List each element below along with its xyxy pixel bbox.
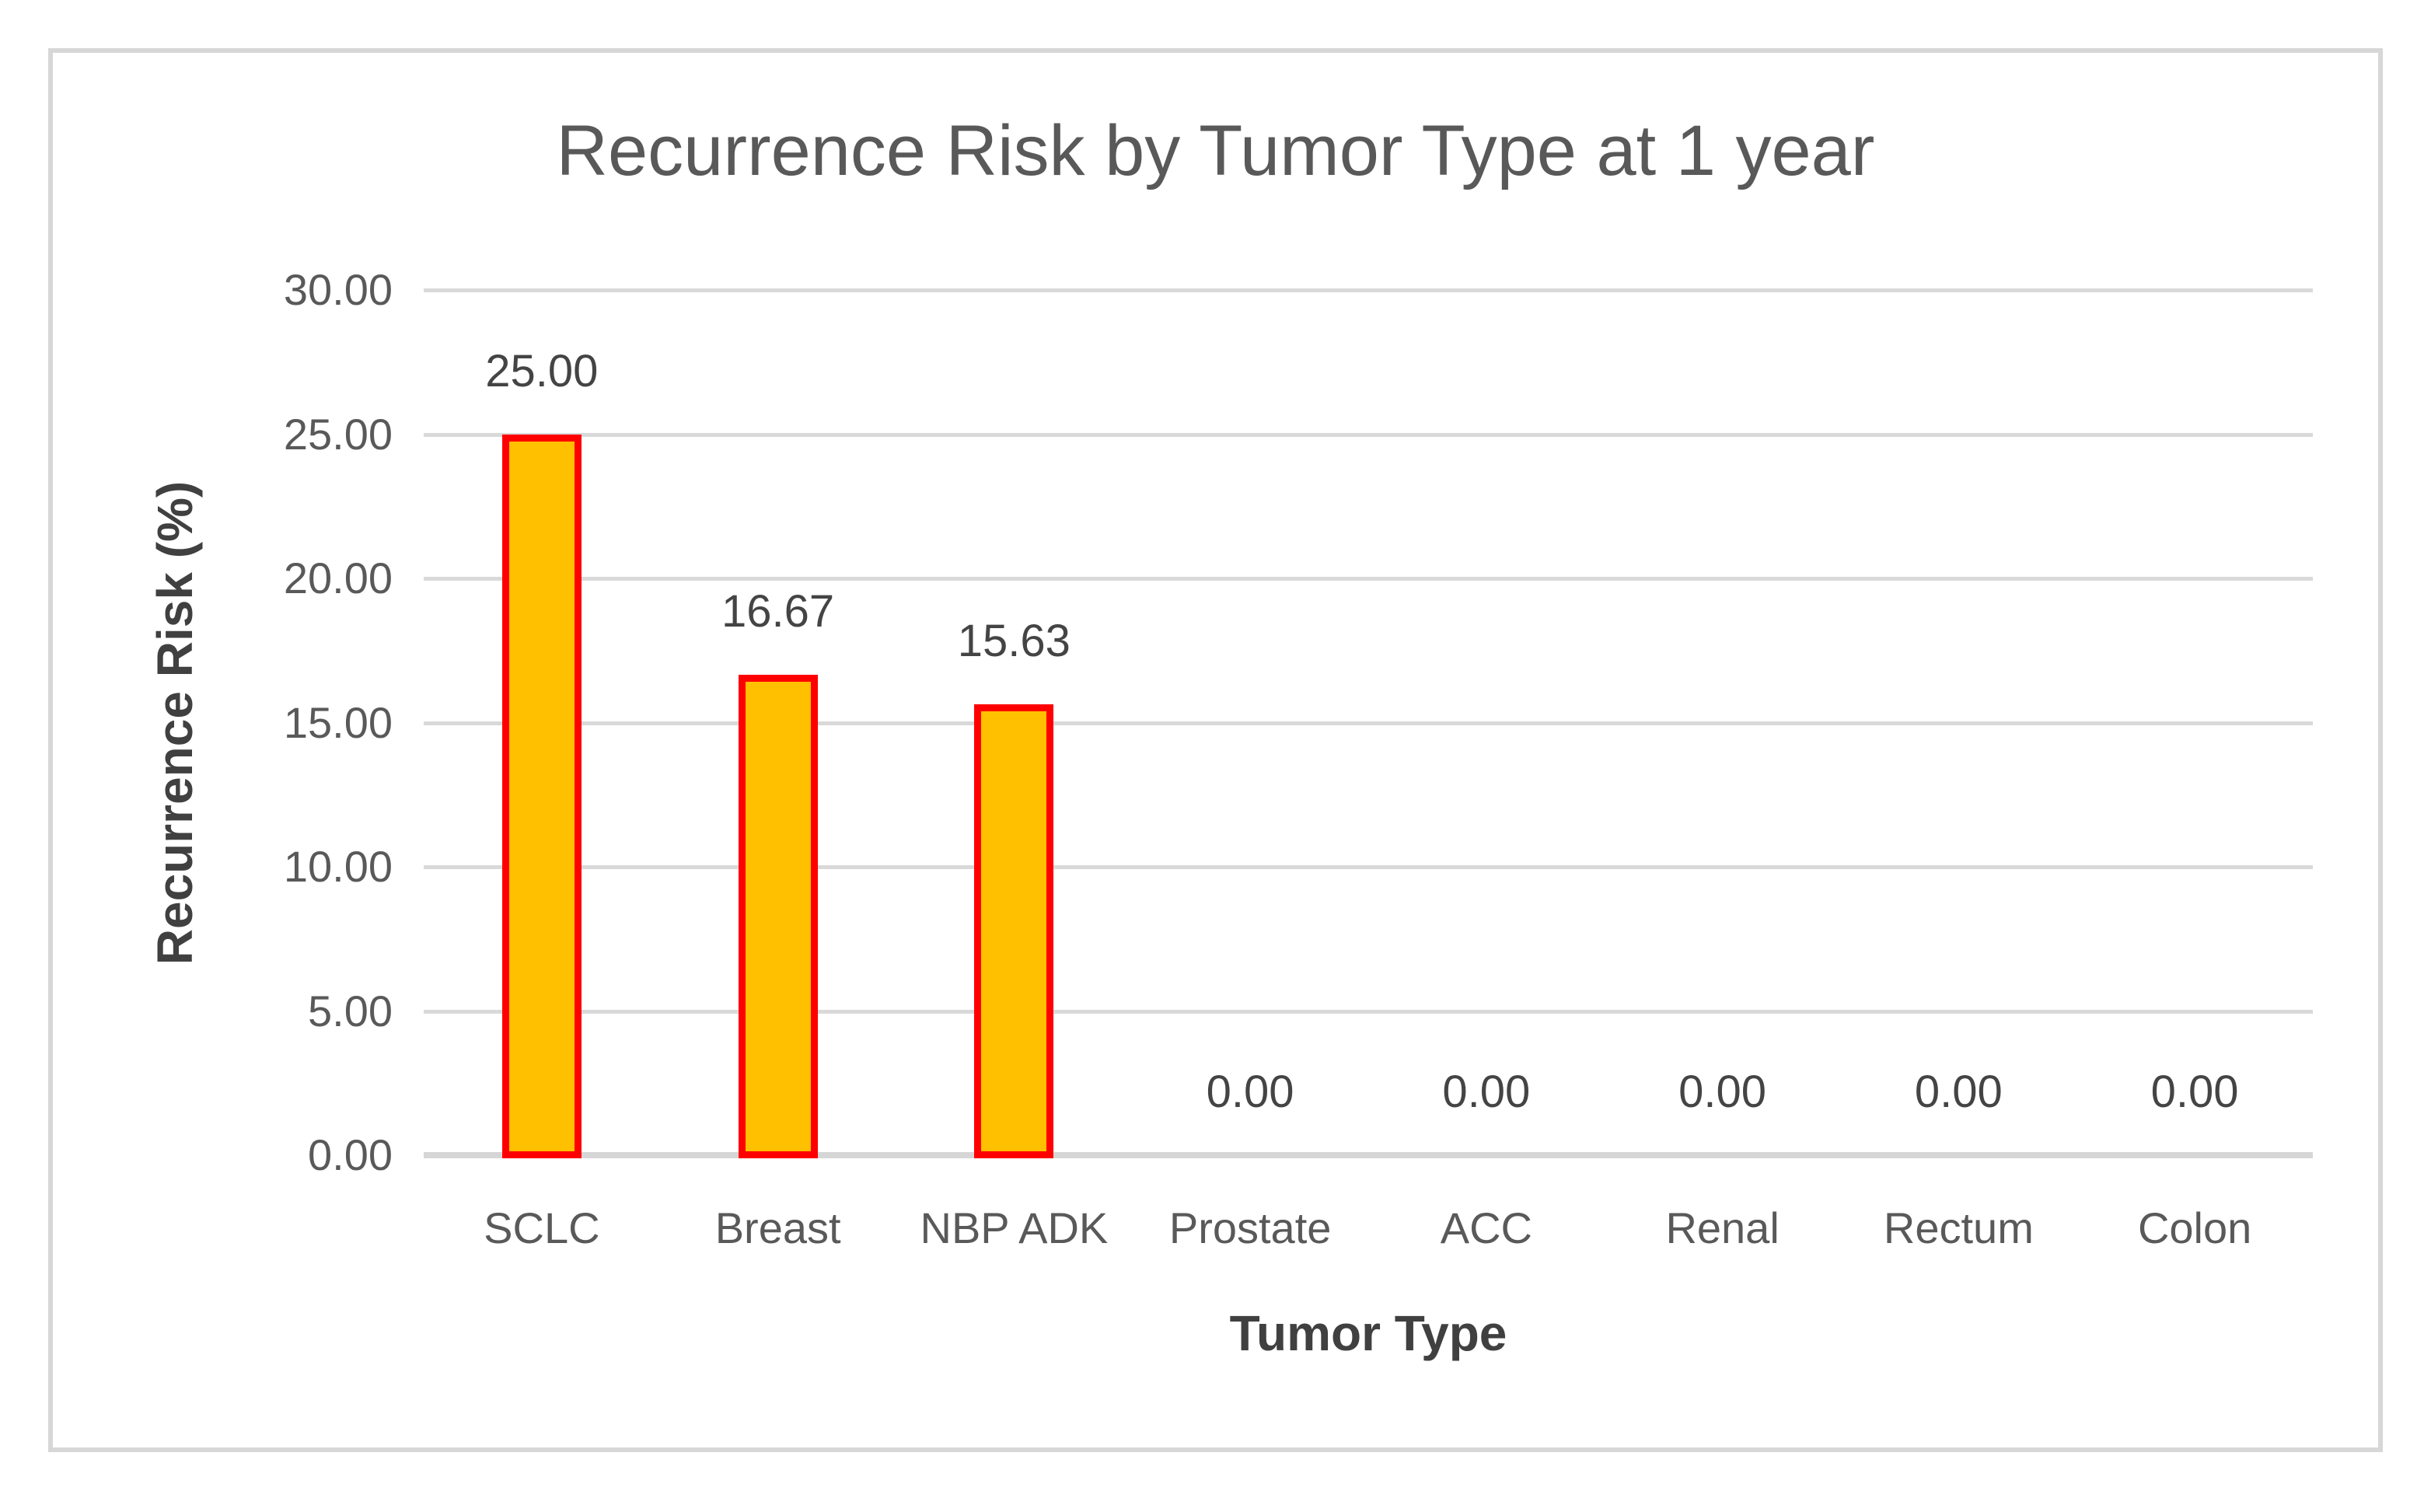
y-axis-tick-label: 0.00 (308, 1130, 393, 1179)
plot-area (424, 288, 2313, 1158)
bar-value-label: 0.00 (1206, 1067, 1294, 1117)
x-category-label-colon: Colon (2137, 1203, 2252, 1252)
y-axis-tick-label: 30.00 (283, 265, 393, 314)
bar-nbp-adk (974, 704, 1054, 1158)
bar-value-label: 0.00 (2150, 1067, 2239, 1117)
x-category-label-prostate: Prostate (1168, 1203, 1332, 1252)
bar-value-label: 0.00 (1678, 1067, 1767, 1117)
x-axis-line (424, 1152, 2313, 1158)
y-axis-tick-label: 25.00 (283, 409, 393, 459)
y-axis-tick-label: 20.00 (283, 553, 393, 602)
y-axis-tick-label: 10.00 (283, 842, 393, 891)
gridline (424, 865, 2313, 869)
y-axis-tick-label: 5.00 (308, 986, 393, 1035)
bar-sclc (501, 434, 582, 1158)
x-axis-title: Tumor Type (1229, 1305, 1507, 1361)
bar-value-label: 15.63 (957, 616, 1071, 667)
gridline (424, 721, 2313, 725)
bar-value-label: 16.67 (721, 585, 835, 637)
gridline (424, 577, 2313, 581)
bar-value-label: 25.00 (485, 345, 599, 396)
gridline (424, 288, 2313, 292)
x-category-label-breast: Breast (714, 1203, 841, 1252)
x-category-label-sclc: SCLC (484, 1203, 600, 1252)
x-category-label-acc: ACC (1440, 1203, 1532, 1252)
chart-title: Recurrence Risk by Tumor Type at 1 year (556, 111, 1875, 190)
bar-value-label: 0.00 (1914, 1067, 2003, 1117)
bar-breast (738, 674, 818, 1158)
x-category-label-nbp-adk: NBP ADK (920, 1203, 1109, 1252)
chart-border-frame (48, 48, 2383, 1452)
gridline (424, 432, 2313, 437)
x-category-label-rectum: Rectum (1883, 1203, 2034, 1252)
bar-value-label: 0.00 (1442, 1067, 1531, 1117)
y-axis-tick-label: 15.00 (283, 697, 393, 747)
gridline (424, 1009, 2313, 1014)
x-category-label-renal: Renal (1665, 1203, 1780, 1252)
